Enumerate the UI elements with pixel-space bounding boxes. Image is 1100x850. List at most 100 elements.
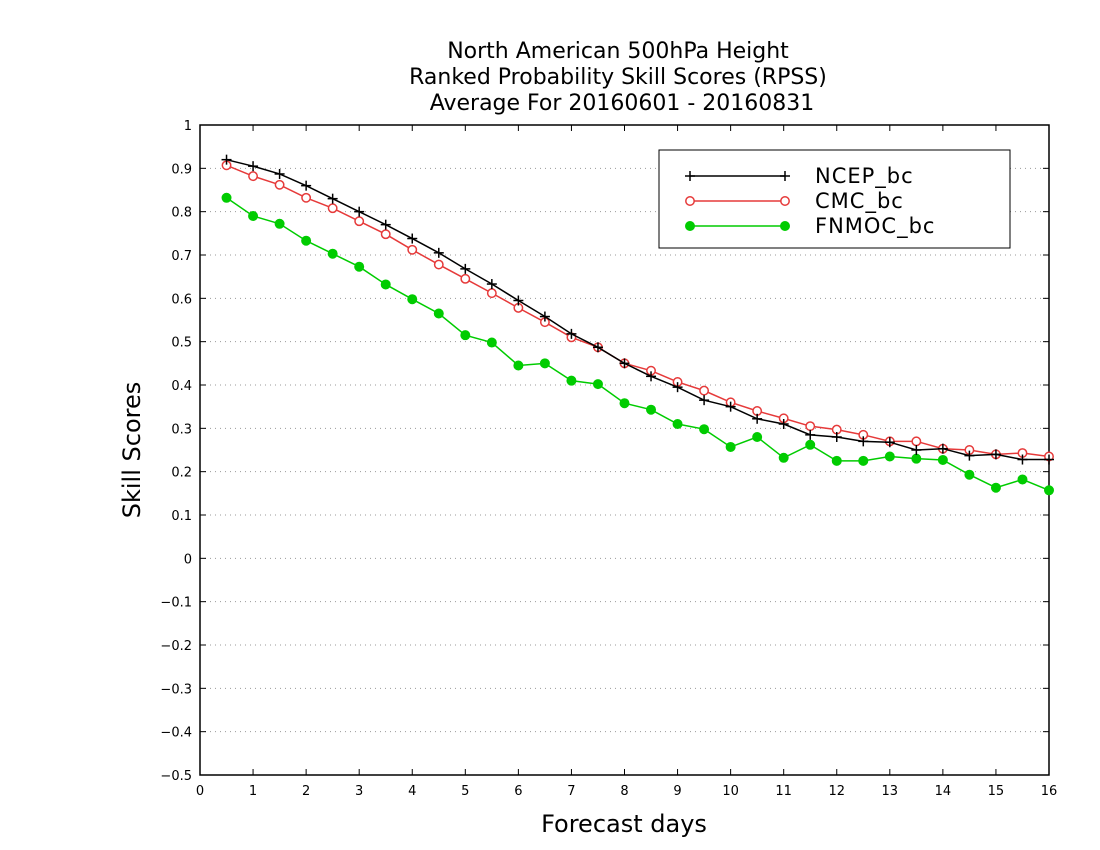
data-point-ncep-bc [248, 161, 259, 172]
series-fnmoc-bc [221, 192, 1054, 496]
data-point-fnmoc-bc [619, 398, 630, 409]
data-point-ncep-bc [221, 154, 232, 165]
x-tick-label: 7 [567, 784, 575, 799]
data-point-fnmoc-bc [752, 432, 763, 442]
data-point-fnmoc-bc [566, 375, 577, 386]
legend-marker-right [780, 221, 790, 231]
y-tick-label: −0.5 [160, 769, 192, 784]
legend-entry-cmc-bc: CMC_bc [685, 189, 903, 214]
legend-box [658, 149, 1011, 249]
y-tick-label: 0.2 [171, 466, 192, 481]
data-point-ncep-bc [990, 449, 1001, 460]
y-tick-label: 0.4 [171, 379, 192, 394]
data-point-ncep-bc [752, 413, 763, 424]
data-point-fnmoc-bc [301, 235, 312, 246]
y-tick-label: −0.4 [160, 726, 192, 741]
data-point-ncep-bc [566, 328, 577, 339]
y-tick-label: 0.8 [171, 206, 192, 221]
data-point-fnmoc-bc [407, 294, 418, 305]
data-point-ncep-bc [778, 419, 789, 429]
x-tick-label: 13 [882, 784, 899, 799]
data-point-cmc-bc [805, 421, 816, 432]
data-point-fnmoc-bc [354, 261, 365, 272]
data-point-fnmoc-bc [221, 192, 232, 203]
y-tick-label: 0 [184, 552, 192, 567]
data-point-fnmoc-bc [725, 441, 736, 452]
plot-frame [199, 124, 1050, 776]
data-point-fnmoc-bc [964, 469, 975, 480]
y-tick-label: −0.3 [160, 682, 192, 697]
data-point-ncep-bc [858, 436, 869, 447]
data-point-fnmoc-bc [699, 424, 710, 435]
series-line-ncep-bc [226, 158, 1049, 461]
data-point-fnmoc-bc [380, 279, 391, 290]
data-point-fnmoc-bc [1044, 485, 1054, 496]
y-tick-label: 0.1 [171, 509, 192, 524]
data-point-fnmoc-bc [646, 404, 657, 415]
series-lines [221, 154, 1054, 496]
legend-label-ncep-bc: NCEP_bc [815, 164, 914, 189]
legend-marker-right [780, 171, 790, 181]
y-tick-label: 0.3 [171, 422, 192, 437]
data-point-cmc-bc [301, 192, 312, 203]
x-tick-label: 3 [355, 784, 363, 799]
data-point-fnmoc-bc [990, 482, 1001, 493]
axes: 1 0.9 0.8 0.7 0.6 0.5 0.4 0.3 0.2 0.1 0 −0.1 −0.2 −0.… [160, 119, 1057, 799]
data-point-ncep-bc [1017, 454, 1028, 465]
data-point-ncep-bc [646, 371, 657, 382]
data-point-ncep-bc [937, 443, 948, 454]
data-point-ncep-bc [354, 206, 365, 217]
y-tick-label: 0.5 [171, 336, 192, 351]
data-point-cmc-bc [327, 203, 338, 214]
x-tick-label: 1 [249, 784, 257, 799]
legend-entry-ncep-bc: NCEP_bc [685, 164, 914, 189]
data-point-ncep-bc [486, 279, 497, 290]
data-point-cmc-bc [460, 273, 471, 284]
data-point-fnmoc-bc [248, 211, 259, 221]
data-point-fnmoc-bc [274, 218, 285, 229]
data-point-ncep-bc [911, 445, 922, 455]
data-point-ncep-bc [964, 450, 975, 461]
x-tick-label: 12 [828, 784, 845, 799]
data-point-cmc-bc [354, 216, 365, 227]
data-point-fnmoc-bc [831, 455, 842, 466]
x-tick-label: 4 [408, 784, 416, 799]
legend-entry-fnmoc-bc: FNMOC_bc [685, 214, 934, 239]
y-tick-label: −0.1 [160, 596, 192, 611]
legend-marker-right [780, 196, 790, 206]
chart-title-line-1: North American 500hPa Height [447, 39, 789, 64]
x-tick-label: 14 [935, 784, 952, 799]
x-tick-label: 11 [775, 784, 792, 799]
y-tick-label: 0.9 [171, 162, 192, 177]
x-tick-label: 16 [1041, 784, 1058, 799]
legend-marker-left [685, 171, 695, 181]
data-point-fnmoc-bc [460, 330, 471, 341]
data-point-ncep-bc [274, 168, 285, 179]
data-point-cmc-bc [274, 179, 285, 190]
data-point-fnmoc-bc [778, 452, 789, 463]
data-point-ncep-bc [699, 395, 710, 406]
data-point-fnmoc-bc [1017, 474, 1028, 485]
data-point-fnmoc-bc [805, 439, 816, 450]
data-point-ncep-bc [460, 263, 471, 274]
data-point-ncep-bc [884, 437, 895, 448]
y-axis-title: Skill Scores [118, 382, 146, 519]
chart-title-line-3: Average For 20160601 - 20160831 [430, 91, 815, 116]
legend-marker-left [685, 221, 695, 231]
data-point-fnmoc-bc [592, 379, 603, 390]
y-tick-label: 0.6 [171, 292, 192, 307]
x-tick-label: 15 [988, 784, 1005, 799]
data-point-ncep-bc [513, 295, 524, 306]
data-point-fnmoc-bc [433, 308, 444, 319]
data-point-cmc-bc [407, 244, 418, 255]
y-tick-label: 0.7 [171, 249, 192, 264]
data-point-fnmoc-bc [539, 358, 550, 369]
data-point-ncep-bc [619, 358, 630, 369]
x-tick-label: 9 [673, 784, 681, 799]
y-tick-label: −0.2 [160, 639, 192, 654]
legend-marker-left [685, 196, 695, 206]
data-point-fnmoc-bc [672, 419, 683, 429]
x-axis-title: Forecast days [541, 810, 707, 838]
